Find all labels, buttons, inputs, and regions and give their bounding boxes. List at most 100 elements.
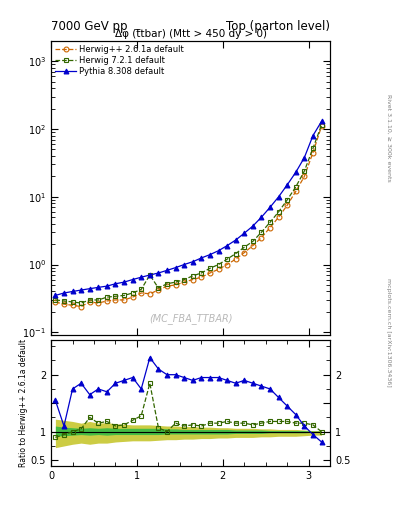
Herwig++ 2.6.1a default <box>139 290 143 296</box>
Text: 7000 GeV pp: 7000 GeV pp <box>51 20 128 33</box>
Pythia 8.308 default <box>79 287 83 293</box>
Text: (MC_FBA_TTBAR): (MC_FBA_TTBAR) <box>149 313 232 324</box>
Herwig++ 2.6.1a default <box>216 266 221 272</box>
Herwig++ 2.6.1a default <box>225 262 230 268</box>
Y-axis label: Ratio to Herwig++ 2.6.1a default: Ratio to Herwig++ 2.6.1a default <box>19 339 28 467</box>
Line: Pythia 8.308 default: Pythia 8.308 default <box>53 119 324 298</box>
Herwig 7.2.1 default <box>113 293 118 300</box>
Pythia 8.308 default <box>233 237 238 243</box>
Pythia 8.308 default <box>139 274 143 280</box>
Herwig++ 2.6.1a default <box>319 123 324 130</box>
Herwig++ 2.6.1a default <box>79 304 83 310</box>
Pythia 8.308 default <box>208 251 212 258</box>
Herwig++ 2.6.1a default <box>122 297 127 303</box>
Herwig++ 2.6.1a default <box>233 256 238 262</box>
Herwig 7.2.1 default <box>302 168 307 174</box>
Pythia 8.308 default <box>190 259 195 265</box>
Pythia 8.308 default <box>156 270 161 276</box>
Pythia 8.308 default <box>216 248 221 254</box>
Herwig 7.2.1 default <box>294 184 298 190</box>
Pythia 8.308 default <box>242 230 247 236</box>
Herwig 7.2.1 default <box>310 145 315 152</box>
Pythia 8.308 default <box>105 283 109 289</box>
Herwig++ 2.6.1a default <box>208 270 212 276</box>
Pythia 8.308 default <box>225 243 230 249</box>
Herwig++ 2.6.1a default <box>53 299 58 305</box>
Herwig++ 2.6.1a default <box>310 150 315 156</box>
Herwig 7.2.1 default <box>139 286 143 292</box>
Herwig 7.2.1 default <box>130 290 135 296</box>
Herwig++ 2.6.1a default <box>87 299 92 305</box>
Pythia 8.308 default <box>96 284 101 290</box>
Pythia 8.308 default <box>130 276 135 283</box>
Herwig 7.2.1 default <box>285 197 290 203</box>
Herwig 7.2.1 default <box>268 219 272 225</box>
Herwig 7.2.1 default <box>122 292 127 298</box>
Herwig++ 2.6.1a default <box>242 249 247 255</box>
Herwig 7.2.1 default <box>259 229 264 236</box>
Herwig++ 2.6.1a default <box>268 225 272 231</box>
Herwig 7.2.1 default <box>225 256 230 262</box>
Line: Herwig 7.2.1 default: Herwig 7.2.1 default <box>53 122 324 306</box>
Herwig 7.2.1 default <box>233 250 238 257</box>
Herwig 7.2.1 default <box>173 279 178 285</box>
Text: Rivet 3.1.10, ≥ 300k events: Rivet 3.1.10, ≥ 300k events <box>386 94 391 182</box>
Herwig 7.2.1 default <box>276 209 281 215</box>
Herwig++ 2.6.1a default <box>165 283 169 289</box>
Herwig++ 2.6.1a default <box>62 301 66 307</box>
Herwig++ 2.6.1a default <box>96 300 101 306</box>
Legend: Herwig++ 2.6.1a default, Herwig 7.2.1 default, Pythia 8.308 default: Herwig++ 2.6.1a default, Herwig 7.2.1 de… <box>53 44 186 78</box>
Pythia 8.308 default <box>147 272 152 278</box>
Title: Δφ (t̅tbar) (Mtt > 450 dy > 0): Δφ (t̅tbar) (Mtt > 450 dy > 0) <box>115 29 266 39</box>
Herwig 7.2.1 default <box>156 285 161 291</box>
Pythia 8.308 default <box>250 223 255 229</box>
Pythia 8.308 default <box>310 133 315 139</box>
Pythia 8.308 default <box>285 182 290 188</box>
Pythia 8.308 default <box>113 281 118 287</box>
Herwig 7.2.1 default <box>199 270 204 276</box>
Pythia 8.308 default <box>294 169 298 176</box>
Herwig 7.2.1 default <box>70 299 75 305</box>
Herwig 7.2.1 default <box>53 297 58 303</box>
Herwig 7.2.1 default <box>182 276 187 283</box>
Herwig 7.2.1 default <box>165 281 169 287</box>
Pythia 8.308 default <box>268 204 272 210</box>
Herwig++ 2.6.1a default <box>276 214 281 220</box>
Pythia 8.308 default <box>259 214 264 220</box>
Pythia 8.308 default <box>165 267 169 273</box>
Pythia 8.308 default <box>87 286 92 292</box>
Herwig++ 2.6.1a default <box>105 298 109 304</box>
Herwig 7.2.1 default <box>87 297 92 303</box>
Herwig++ 2.6.1a default <box>156 287 161 293</box>
Herwig++ 2.6.1a default <box>182 279 187 285</box>
Pythia 8.308 default <box>173 265 178 271</box>
Herwig 7.2.1 default <box>79 300 83 306</box>
Herwig++ 2.6.1a default <box>285 202 290 208</box>
Herwig 7.2.1 default <box>319 122 324 128</box>
Pythia 8.308 default <box>199 255 204 261</box>
Herwig 7.2.1 default <box>190 273 195 279</box>
Herwig++ 2.6.1a default <box>173 282 178 288</box>
Text: mcplots.cern.ch [arXiv:1306.3436]: mcplots.cern.ch [arXiv:1306.3436] <box>386 279 391 387</box>
Herwig 7.2.1 default <box>96 297 101 303</box>
Line: Herwig++ 2.6.1a default: Herwig++ 2.6.1a default <box>53 124 324 309</box>
Pythia 8.308 default <box>319 118 324 124</box>
Pythia 8.308 default <box>182 262 187 268</box>
Text: Top (parton level): Top (parton level) <box>226 20 330 33</box>
Herwig 7.2.1 default <box>242 244 247 250</box>
Herwig++ 2.6.1a default <box>113 297 118 303</box>
Herwig 7.2.1 default <box>216 262 221 268</box>
Herwig++ 2.6.1a default <box>259 234 264 241</box>
Pythia 8.308 default <box>302 155 307 161</box>
Herwig++ 2.6.1a default <box>70 302 75 308</box>
Herwig++ 2.6.1a default <box>190 276 195 283</box>
Herwig 7.2.1 default <box>147 272 152 278</box>
Herwig++ 2.6.1a default <box>199 274 204 280</box>
Herwig 7.2.1 default <box>62 298 66 304</box>
Pythia 8.308 default <box>62 290 66 296</box>
Pythia 8.308 default <box>122 279 127 285</box>
Herwig 7.2.1 default <box>105 294 109 300</box>
Pythia 8.308 default <box>70 288 75 294</box>
Herwig++ 2.6.1a default <box>302 174 307 180</box>
Herwig++ 2.6.1a default <box>250 243 255 249</box>
